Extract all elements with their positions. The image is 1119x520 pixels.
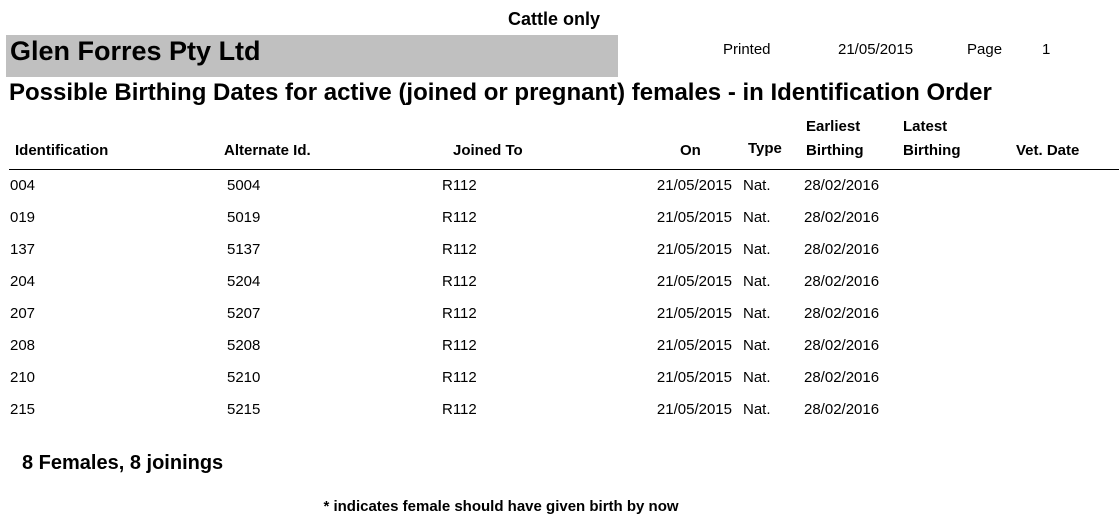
page-label: Page	[967, 41, 1003, 58]
cell-on: 21/05/2015	[656, 209, 732, 226]
cell-alternate-id: 5208	[227, 337, 261, 354]
column-header-latest-line2: Birthing	[903, 142, 961, 159]
cell-earliest-birthing: 28/02/2016	[804, 369, 880, 386]
cell-earliest-birthing: 28/02/2016	[804, 177, 880, 194]
footnote: * indicates female should have given bir…	[323, 498, 679, 515]
column-header-earliest-line2: Birthing	[806, 142, 864, 159]
cell-alternate-id: 5215	[227, 401, 261, 418]
cell-type: Nat.	[743, 241, 771, 258]
cell-earliest-birthing: 28/02/2016	[804, 401, 880, 418]
species-filter-label: Cattle only	[507, 9, 600, 29]
cell-type: Nat.	[743, 177, 771, 194]
column-header-joined-to: Joined To	[453, 142, 523, 159]
column-header-type: Type	[748, 140, 782, 157]
cell-earliest-birthing: 28/02/2016	[804, 209, 880, 226]
cell-on: 21/05/2015	[656, 401, 732, 418]
printed-date: 21/05/2015	[838, 41, 914, 58]
cell-type: Nat.	[743, 273, 771, 290]
cell-identification: 019	[10, 209, 36, 226]
cell-type: Nat.	[743, 305, 771, 322]
company-name-banner	[6, 35, 618, 77]
cell-joined-to: R112	[442, 337, 477, 354]
cell-alternate-id: 5004	[227, 177, 261, 194]
cell-joined-to: R112	[442, 273, 477, 290]
cell-alternate-id: 5210	[227, 369, 261, 386]
table-row: 210 5210 R112 21/05/2015 Nat. 28/02/2016	[0, 369, 1119, 389]
column-header-alternate-id: Alternate Id.	[224, 142, 311, 159]
cell-identification: 208	[10, 337, 36, 354]
column-header-on: On	[680, 142, 701, 159]
table-row: 215 5215 R112 21/05/2015 Nat. 28/02/2016	[0, 401, 1119, 421]
cell-type: Nat.	[743, 401, 771, 418]
cell-identification: 215	[10, 401, 36, 418]
cell-earliest-birthing: 28/02/2016	[804, 241, 880, 258]
cell-joined-to: R112	[442, 369, 477, 386]
summary-count: 8 Females, 8 joinings	[22, 452, 224, 474]
page-number: 1	[1042, 41, 1051, 58]
cell-alternate-id: 5207	[227, 305, 261, 322]
column-header-earliest-line1: Earliest	[806, 118, 861, 135]
column-header-identification: Identification	[15, 142, 109, 159]
cell-identification: 207	[10, 305, 36, 322]
cell-alternate-id: 5204	[227, 273, 261, 290]
cell-joined-to: R112	[442, 209, 477, 226]
table-row: 137 5137 R112 21/05/2015 Nat. 28/02/2016	[0, 241, 1119, 261]
table-row: 019 5019 R112 21/05/2015 Nat. 28/02/2016	[0, 209, 1119, 229]
cell-alternate-id: 5019	[227, 209, 261, 226]
table-row: 204 5204 R112 21/05/2015 Nat. 28/02/2016	[0, 273, 1119, 293]
cell-earliest-birthing: 28/02/2016	[804, 305, 880, 322]
cell-identification: 210	[10, 369, 36, 386]
report-title: Possible Birthing Dates for active (join…	[9, 79, 992, 106]
header-divider	[9, 169, 1119, 170]
table-row: 208 5208 R112 21/05/2015 Nat. 28/02/2016	[0, 337, 1119, 357]
cell-joined-to: R112	[442, 241, 477, 258]
cell-earliest-birthing: 28/02/2016	[804, 337, 880, 354]
cell-identification: 137	[10, 241, 36, 258]
cell-identification: 004	[10, 177, 36, 194]
cell-type: Nat.	[743, 369, 771, 386]
cell-earliest-birthing: 28/02/2016	[804, 273, 880, 290]
table-row: 004 5004 R112 21/05/2015 Nat. 28/02/2016	[0, 177, 1119, 197]
cell-on: 21/05/2015	[656, 241, 732, 258]
cell-on: 21/05/2015	[656, 369, 732, 386]
cell-on: 21/05/2015	[656, 305, 732, 322]
cell-on: 21/05/2015	[656, 177, 732, 194]
table-row: 207 5207 R112 21/05/2015 Nat. 28/02/2016	[0, 305, 1119, 325]
cell-joined-to: R112	[442, 401, 477, 418]
column-header-latest-line1: Latest	[903, 118, 948, 135]
column-header-vet-date: Vet. Date	[1016, 142, 1080, 159]
company-name: Glen Forres Pty Ltd	[10, 36, 261, 66]
cell-identification: 204	[10, 273, 36, 290]
cell-joined-to: R112	[442, 177, 477, 194]
cell-on: 21/05/2015	[656, 273, 732, 290]
cell-type: Nat.	[743, 209, 771, 226]
cell-type: Nat.	[743, 337, 771, 354]
cell-joined-to: R112	[442, 305, 477, 322]
cell-on: 21/05/2015	[656, 337, 732, 354]
printed-label: Printed	[723, 41, 771, 58]
cell-alternate-id: 5137	[227, 241, 261, 258]
